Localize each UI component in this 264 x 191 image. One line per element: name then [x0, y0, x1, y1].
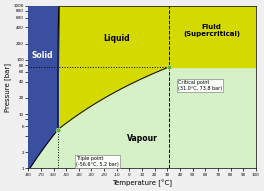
- Text: Triple point
(-56.6°C, 5.2 bar): Triple point (-56.6°C, 5.2 bar): [76, 156, 119, 167]
- Polygon shape: [28, 67, 256, 171]
- X-axis label: Temperature [°C]: Temperature [°C]: [112, 179, 172, 187]
- Text: Vapour: Vapour: [127, 134, 158, 143]
- Text: Fluid
(Supercritical): Fluid (Supercritical): [183, 24, 240, 37]
- Text: Critical point
(31.0°C, 73.8 bar): Critical point (31.0°C, 73.8 bar): [177, 80, 222, 91]
- Text: Solid: Solid: [31, 51, 53, 60]
- Text: Liquid: Liquid: [103, 34, 130, 43]
- Polygon shape: [28, 6, 59, 171]
- Polygon shape: [169, 6, 256, 67]
- Polygon shape: [58, 6, 169, 129]
- Y-axis label: Pressure [bar]: Pressure [bar]: [4, 62, 11, 112]
